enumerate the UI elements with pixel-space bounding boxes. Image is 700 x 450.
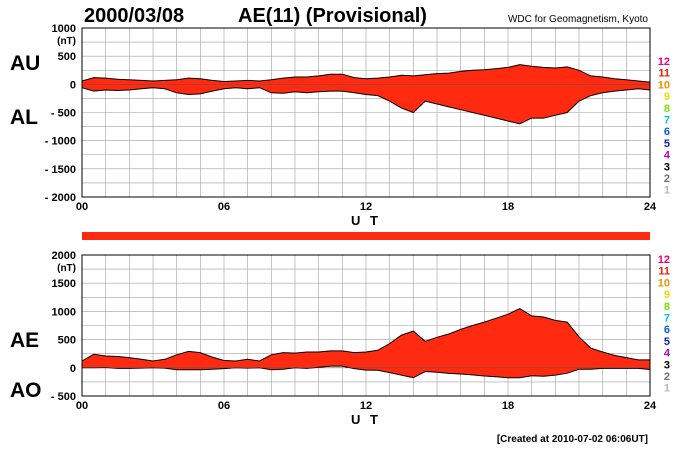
x-tick-label: 24: [644, 400, 657, 412]
x-axis-label: U T: [351, 213, 381, 228]
legend-item-1: 1: [664, 185, 670, 197]
legend-item-10: 10: [658, 277, 670, 289]
series-label-au: AU: [10, 52, 40, 75]
legend-item-8: 8: [664, 103, 670, 115]
y-tick-label: - 500: [51, 391, 76, 403]
credit-text: WDC for Geomagnetism, Kyoto: [508, 14, 648, 25]
legend-item-8: 8: [664, 301, 670, 313]
legend-item-11: 11: [658, 266, 670, 278]
legend-item-9: 9: [664, 289, 670, 301]
legend-item-6: 6: [664, 126, 670, 138]
series-label-ae: AE: [10, 329, 39, 352]
legend-item-7: 7: [664, 115, 670, 127]
y-tick-label: - 2000: [45, 192, 76, 204]
legend-item-4: 4: [664, 150, 671, 162]
x-tick-label: 12: [360, 201, 372, 213]
y-tick-label: 2000: [52, 250, 76, 262]
plot-frame: [81, 254, 651, 397]
x-tick-label: 12: [360, 400, 372, 412]
x-tick-label: 06: [218, 400, 230, 412]
data-availability-strip: [82, 232, 650, 240]
series-label-al: AL: [10, 106, 38, 129]
legend-item-2: 2: [664, 173, 670, 185]
legend-item-12: 12: [658, 254, 670, 266]
y-tick-label: 1000: [52, 23, 76, 35]
plot-date: 2000/03/08: [84, 5, 184, 27]
legend-item-3: 3: [664, 161, 670, 173]
legend-item-5: 5: [664, 336, 670, 348]
plot-title: AE(11) (Provisional): [238, 5, 427, 27]
series-line-ae: [81, 308, 650, 362]
x-axis-label: U T: [351, 412, 381, 427]
y-tick-label: 0: [70, 79, 76, 91]
x-tick-label: 24: [644, 201, 657, 213]
y-tick-label: 0: [70, 363, 76, 375]
legend-item-4: 4: [664, 348, 671, 360]
legend-item-3: 3: [664, 359, 670, 371]
y-tick-label: - 1000: [45, 136, 76, 148]
au-al-panel: 1000 500 0 - 500 - 1000 - 1500 - 2000 (nT) 00 06 1…: [10, 23, 671, 228]
y-tick-label: - 500: [51, 108, 76, 120]
x-tick-label: 18: [502, 201, 514, 213]
y-tick-label: - 1500: [45, 164, 76, 176]
series-label-ao: AO: [10, 379, 42, 402]
legend-item-5: 5: [664, 138, 670, 150]
legend-item-12: 12: [658, 56, 670, 68]
y-tick-label: 500: [58, 335, 76, 347]
legend-item-9: 9: [664, 91, 670, 103]
legend-item-2: 2: [664, 371, 670, 383]
legend-item-6: 6: [664, 324, 670, 336]
x-tick-label: 18: [502, 400, 514, 412]
created-stamp: [Created at 2010-07-02 06:06UT]: [497, 434, 648, 445]
legend-item-10: 10: [658, 79, 670, 91]
series-line-au: [81, 64, 651, 83]
x-tick-label: 00: [76, 201, 88, 213]
legend-item-11: 11: [658, 68, 670, 80]
y-unit-label: (nT): [57, 36, 76, 47]
y-unit-label: (nT): [57, 263, 76, 274]
y-tick-label: 1500: [52, 278, 76, 290]
x-tick-label: 00: [76, 400, 88, 412]
legend-item-7: 7: [664, 313, 670, 325]
series-line-ao: [82, 365, 651, 379]
series-area-ae-ao: [82, 308, 650, 378]
legend-item-1: 1: [664, 383, 670, 395]
y-tick-label: 500: [58, 51, 76, 63]
plot-frame: [81, 27, 651, 198]
series-line-al: [81, 87, 651, 125]
x-tick-label: 06: [218, 201, 230, 213]
y-tick-label: 1000: [52, 306, 76, 318]
